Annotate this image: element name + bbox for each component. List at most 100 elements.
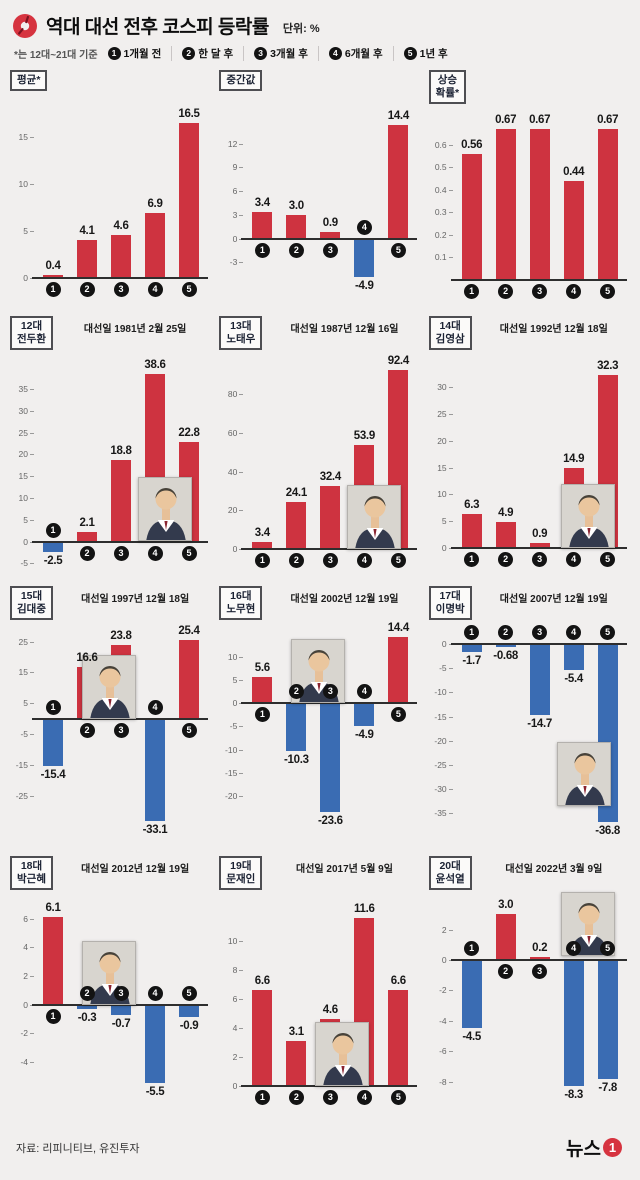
chart-title-box: 15대 김대중	[10, 586, 53, 621]
axis-tick-label: 10	[227, 652, 238, 662]
axis-tick-mark	[448, 929, 453, 931]
axis-tick-mark	[448, 788, 453, 790]
period-badge-4: 4	[356, 684, 372, 700]
axis-tick-label: 0	[23, 999, 28, 1010]
chart-median: 중간값 12 9 6 3 0 -3 3.4 1 3.0 2 0.9 3 -4.9 4 14.4 5	[219, 70, 420, 308]
period-badge-3: 3	[532, 625, 548, 641]
axis-tick-label: 20	[437, 435, 447, 446]
axis-tick-label: -5	[20, 729, 28, 740]
axis-line	[450, 546, 627, 549]
bar-period-1	[461, 514, 482, 548]
bar-value-label: 4.1	[79, 224, 95, 237]
axis-tick-mark	[30, 1061, 34, 1063]
axis-tick-label: 4	[232, 1022, 238, 1033]
chart-title-line: 중간값	[226, 74, 256, 86]
axis-tick-mark	[448, 1020, 453, 1022]
bar-period-5	[179, 1004, 199, 1018]
bar-value-label: 25.4	[178, 625, 200, 638]
bar-value-label: -4.9	[355, 280, 374, 293]
axis-tick-label: 10	[18, 179, 28, 190]
axis-tick-label: 6	[232, 993, 238, 1004]
axis-tick-mark	[239, 749, 244, 751]
chart-average: 평균* 15 10 5 0 0.4 1 4.1 2 4.6 3 6.9 4 16.5 5	[10, 70, 211, 308]
bar-period-1	[461, 153, 482, 280]
chart-title-line: 15대	[20, 590, 43, 602]
chart-header: 중간값	[219, 70, 420, 104]
bar-period-1	[252, 542, 273, 549]
period-badge-1: 1	[254, 707, 270, 723]
bar-period-4	[563, 180, 584, 280]
bar-value-label: -33.1	[142, 823, 168, 836]
unit-label: 단위: %	[282, 23, 320, 35]
plot-area: 80 60 40 20 0 3.4 1 24.1 2 32.4 3 53.9 4 92.4 5	[219, 350, 420, 572]
axis-tick-label: -2	[20, 1028, 28, 1039]
chart-title-line: 20대	[439, 860, 461, 872]
period-badge-3: 3	[113, 282, 129, 298]
legend-label-1: 1개월 전	[123, 48, 162, 60]
axis-tick-label: 0.1	[434, 252, 447, 262]
period-badge-5: 5	[600, 625, 616, 641]
axis-tick-label: 0	[232, 543, 238, 554]
period-badge-5: 5	[181, 282, 197, 298]
axis-tick-label: 10	[437, 489, 447, 500]
plot-area: 2 0 -2 -4 -6 -8 -4.5 1 3.0 2 0.2 3 -8.3 4 -7.8 5	[429, 890, 630, 1112]
election-date: 대선일 1992년 12월 18일	[499, 324, 608, 335]
period-badge-2: 2	[79, 722, 95, 738]
period-badge-4: 4	[356, 552, 372, 568]
bar-period-1	[252, 990, 273, 1086]
plot-area: 6 4 2 0 -2 -4 6.1 1 -0.3 2 -0.7 3 -5.5 4 -0.9 5	[10, 890, 211, 1112]
election-date: 대선일 1981년 2월 25일	[83, 324, 187, 335]
period-badge-2: 2	[498, 625, 514, 641]
axis-tick-mark	[239, 940, 244, 942]
axis-tick-label: 6	[232, 186, 238, 197]
bar-value-label: -4.5	[462, 1031, 481, 1044]
period-badge-2: 2	[498, 963, 514, 979]
legend-label-2: 한 달 후	[198, 48, 234, 60]
axis-tick-mark	[30, 672, 34, 674]
period-badge-4: 4	[147, 282, 163, 298]
axis-tick-label: 5	[23, 698, 28, 709]
axis-tick-mark	[448, 167, 453, 168]
period-badge-5: 5	[600, 283, 616, 299]
axis-tick-label: 4	[23, 942, 28, 953]
bar-value-label: 53.9	[353, 429, 375, 442]
period-badge-1: 1	[464, 940, 480, 956]
axis-tick-label: 0.2	[434, 229, 447, 240]
axis-tick-label: 20	[227, 505, 238, 516]
period-badge-1: 1	[254, 552, 270, 568]
bar-period-3	[529, 128, 550, 280]
chart-title-box: 13대 노태우	[219, 316, 263, 351]
chart-title-box: 19대 문재인	[219, 856, 263, 891]
axis-tick-mark	[30, 184, 34, 186]
bar-value-label: 23.8	[110, 630, 132, 643]
chart-lee-myung-bak: 17대 이명박 대선일 2007년 12월 19일 0 -5 -10 -15 -20 -25 -3…	[428, 586, 630, 848]
bar-value-label: -36.8	[595, 824, 621, 837]
period-badge-5: 5	[181, 545, 197, 561]
bar-value-label: -15.4	[40, 769, 66, 782]
bar-period-2	[495, 914, 516, 960]
bar-value-label: 0.9	[322, 216, 338, 229]
legend-badge-2-icon: 2	[182, 47, 196, 60]
bar-period-2	[77, 1004, 97, 1009]
axis-tick-label: 15	[18, 471, 28, 482]
axis-tick-mark	[448, 189, 453, 191]
period-badge-5: 5	[390, 707, 406, 723]
chart-header: 15대 김대중 대선일 1997년 12월 18일	[10, 586, 211, 621]
bar-period-3	[320, 703, 341, 813]
chart-title-line: 노태우	[226, 333, 256, 346]
plot-area: 35 30 25 20 15 10 5 0 -5 -2.5 1 2.1 2 18.8 3 38.6 4 22.8 5	[10, 350, 211, 572]
chart-title-line: 평균*	[17, 74, 41, 86]
axis-tick-mark	[30, 432, 34, 434]
legend-badge-3-icon: 3	[254, 47, 268, 60]
axis-tick-label: 12	[227, 138, 238, 149]
axis-tick-mark	[30, 454, 34, 456]
axis-tick-label: 0	[232, 233, 238, 244]
axis-tick-label: 0.5	[434, 162, 447, 172]
axis-tick-mark	[239, 772, 244, 774]
axis-tick-label: 2	[23, 970, 28, 981]
period-badge-5: 5	[390, 242, 406, 258]
axis-tick-mark	[448, 234, 453, 236]
axis-tick-mark	[448, 740, 453, 742]
axis-tick-mark	[30, 947, 34, 949]
axis-tick-label: 6	[23, 913, 28, 924]
